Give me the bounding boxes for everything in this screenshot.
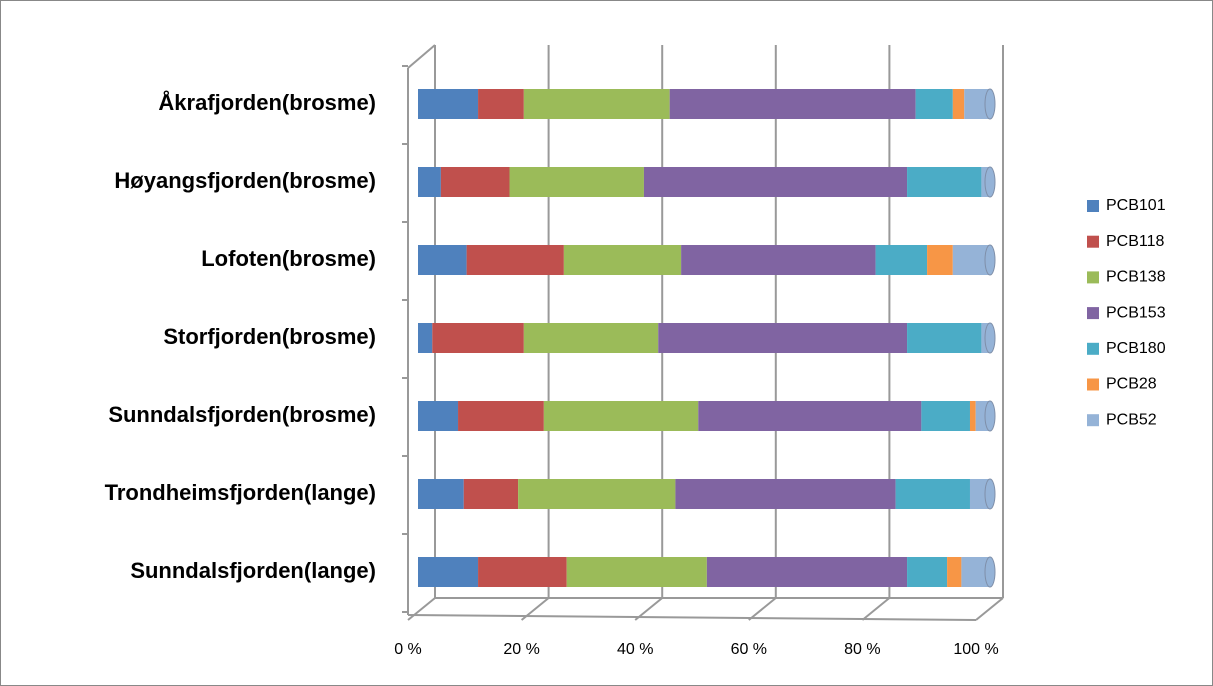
y-tick-label: Lofoten(brosme) <box>201 246 376 271</box>
x-tick-label: 20 % <box>503 641 539 658</box>
grid-line-floor <box>748 597 777 621</box>
legend-label: PCB118 <box>1106 233 1165 250</box>
bar-cap <box>984 478 996 510</box>
grid-line-floor <box>634 597 663 621</box>
grid-line-floor <box>520 597 550 621</box>
bar-segment <box>509 167 644 197</box>
floor-front <box>407 614 977 621</box>
legend-label: PCB153 <box>1106 304 1166 321</box>
bar-cap <box>984 400 996 432</box>
legend-swatch <box>1087 342 1099 355</box>
bar-segment <box>523 323 659 353</box>
grid-line-floor <box>407 597 436 621</box>
bar-segment <box>566 557 707 587</box>
grid-line-floor <box>861 597 891 621</box>
wall-edge <box>407 44 436 69</box>
bar-segment <box>658 323 908 353</box>
bar-segment <box>915 89 953 119</box>
bar-cap <box>984 166 996 198</box>
bar-cap <box>984 244 996 276</box>
bar-segment <box>440 167 510 197</box>
bar-segment <box>418 557 479 587</box>
bar-segment <box>681 245 876 275</box>
bar-segment <box>418 167 441 197</box>
bar-segment <box>921 401 970 431</box>
legend-label: PCB180 <box>1106 340 1166 357</box>
bar-segment <box>418 401 459 431</box>
x-tick-label: 80 % <box>844 641 880 658</box>
bar-segment <box>669 89 916 119</box>
x-tick-label: 40 % <box>617 641 653 658</box>
bar-segment <box>543 401 699 431</box>
bar-segment <box>907 557 948 587</box>
bar-segment <box>418 245 467 275</box>
legend-swatch <box>1087 378 1099 391</box>
bar-segment <box>969 479 990 509</box>
grid-line-floor <box>975 597 1004 621</box>
legend-swatch <box>1087 271 1099 284</box>
x-tick-label: 60 % <box>731 641 767 658</box>
legend-swatch <box>1087 414 1099 427</box>
y-tick-label: Storfjorden(brosme) <box>163 324 376 349</box>
legend-label: PCB28 <box>1106 376 1157 393</box>
bar-segment <box>947 557 962 587</box>
bar-segment <box>458 401 544 431</box>
legend-label: PCB52 <box>1106 411 1157 428</box>
bar-segment <box>927 245 953 275</box>
y-tick-label: Sunndalsfjorden(lange) <box>130 558 376 583</box>
bar-cap <box>984 88 996 120</box>
bar-segment <box>895 479 970 509</box>
bar-segment <box>698 401 922 431</box>
legend-label: PCB101 <box>1106 197 1166 214</box>
legend-label: PCB138 <box>1106 269 1166 286</box>
legend-swatch <box>1087 235 1099 248</box>
bar-cap <box>984 322 996 354</box>
bar-segment <box>463 479 519 509</box>
bar-segment <box>952 89 965 119</box>
bar-segment <box>518 479 676 509</box>
bar-segment <box>478 89 524 119</box>
legend-swatch <box>1087 200 1099 212</box>
legend-swatch <box>1087 307 1099 320</box>
bar-segment <box>675 479 896 509</box>
y-tick-label: Sunndalsfjorden(brosme) <box>108 402 376 427</box>
bar-segment <box>907 167 982 197</box>
bar-segment <box>478 557 567 587</box>
bar-segment <box>418 323 433 353</box>
bar-segment <box>466 245 564 275</box>
bar-segment <box>563 245 682 275</box>
bar-segment <box>523 89 670 119</box>
y-tick-label: Åkrafjorden(brosme) <box>158 89 376 115</box>
bar-segment <box>952 245 990 275</box>
y-tick-label: Høyangsfjorden(brosme) <box>114 168 376 193</box>
bar-segment <box>969 401 976 431</box>
bar-segment <box>706 557 908 587</box>
bar-segment <box>418 479 464 509</box>
y-tick-label: Trondheimsfjorden(lange) <box>105 480 376 505</box>
bar-segment <box>907 323 982 353</box>
x-tick-label: 0 % <box>394 641 422 658</box>
bar-segment <box>875 245 928 275</box>
x-tick-label: 100 % <box>953 641 998 658</box>
bar-segment <box>432 323 524 353</box>
bar-segment <box>418 89 479 119</box>
bar-segment <box>643 167 908 197</box>
bar-cap <box>984 556 996 588</box>
